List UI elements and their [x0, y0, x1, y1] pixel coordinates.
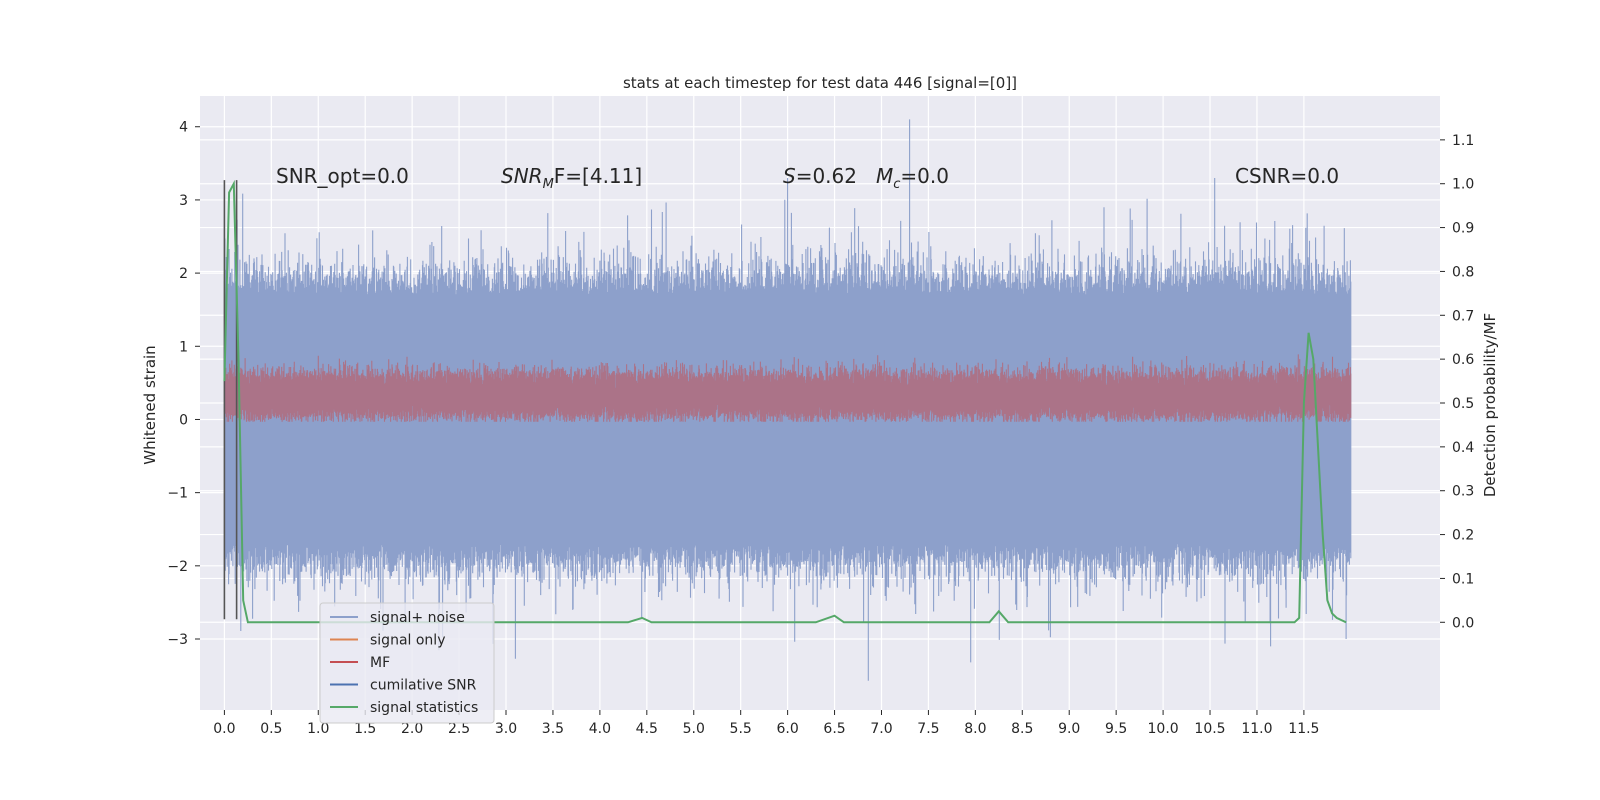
- y-tick-label: 3: [179, 193, 188, 209]
- legend-label: signal only: [370, 633, 445, 649]
- x-tick-label: 1.5: [354, 721, 376, 737]
- y-tick-label: 1: [179, 339, 188, 355]
- x-tick-label: 9.5: [1105, 721, 1127, 737]
- legend-label: MF: [370, 655, 390, 671]
- series-signal-statistics: [223, 179, 1347, 624]
- y-tick-label: 4: [179, 120, 188, 136]
- y-right-tick-label: 0.0: [1452, 615, 1474, 631]
- annotation-mc-subscript: c: [893, 177, 900, 192]
- annotation-snr-mf-value: F=[4.11]: [554, 164, 642, 188]
- y-right-tick-label: 0.1: [1452, 571, 1474, 587]
- x-tick-label: 6.0: [776, 721, 798, 737]
- y-right-tick-label: 1.0: [1452, 177, 1474, 193]
- x-tick-label: 2.5: [448, 721, 470, 737]
- annotation-s-symbol: S: [783, 164, 796, 188]
- y-right-tick-label: 0.4: [1452, 440, 1474, 456]
- x-tick-label: 5.5: [730, 721, 752, 737]
- legend-label: signal statistics: [370, 700, 478, 716]
- legend-label: signal+ noise: [370, 610, 465, 626]
- x-tick-label: 7.5: [917, 721, 939, 737]
- legend: signal+ noise signal only MF cumilative SNR…: [319, 602, 495, 724]
- x-tick-label: 2.0: [401, 721, 423, 737]
- annotation-mc: Mc=0.0: [876, 164, 949, 192]
- y-right-tick-label: 1.1: [1452, 133, 1474, 149]
- x-tick-label: 11.5: [1288, 721, 1319, 737]
- y-right-tick-label: 0.9: [1452, 221, 1474, 237]
- y-right-tick-label: 0.6: [1452, 352, 1474, 368]
- annotation-snr-mf-symbol: SNR: [501, 164, 543, 188]
- chart-title: stats at each timestep for test data 446…: [623, 74, 1017, 92]
- annotation-snr-mf-subscript: M: [543, 177, 554, 192]
- x-tick-label: 10.0: [1148, 721, 1179, 737]
- y-tick-label: −2: [167, 559, 188, 575]
- annotation-mc-value: =0.0: [900, 164, 949, 188]
- x-tick-label: 5.0: [683, 721, 705, 737]
- x-tick-label: 11.0: [1241, 721, 1272, 737]
- y-axis-label: Whitened strain: [141, 345, 159, 464]
- y-tick-label: −3: [167, 632, 188, 648]
- y-tick-label: −1: [167, 486, 188, 502]
- y-right-tick-label: 0.2: [1452, 528, 1474, 544]
- x-tick-label: 3.0: [495, 721, 517, 737]
- y-tick-label: 2: [179, 266, 188, 282]
- y-axis-right-label: Detection probability/MF: [1481, 313, 1499, 497]
- y-right-tick-label: 0.8: [1452, 264, 1474, 280]
- annotation-snr-mf: SNRMF=[4.11]: [501, 164, 642, 192]
- x-tick-label: 8.0: [964, 721, 986, 737]
- x-tick-label: 0.5: [260, 721, 282, 737]
- x-tick-label: 4.0: [589, 721, 611, 737]
- x-tick-label: 8.5: [1011, 721, 1033, 737]
- annotation-csnr: CSNR=0.0: [1235, 164, 1339, 188]
- axes-layer: 0.0 0.5 1.0 1.5 2.0 2.5 3.0 3.5 4.0 4.5 5.0 5.5 6.0 6…: [167, 120, 1474, 737]
- x-tick-label: 4.5: [636, 721, 658, 737]
- x-tick-label: 10.5: [1194, 721, 1225, 737]
- series-layer: [223, 119, 1352, 681]
- x-tick-label: 0.0: [213, 721, 235, 737]
- annotation-s: S=0.62: [783, 164, 857, 188]
- x-tick-label: 7.0: [870, 721, 892, 737]
- x-tick-label: 9.0: [1058, 721, 1080, 737]
- y-tick-label: 0: [179, 412, 188, 428]
- annotations: SNR_opt=0.0 SNRMF=[4.11] S=0.62 Mc=0.0 C…: [276, 164, 1339, 192]
- x-tick-label: 6.5: [823, 721, 845, 737]
- annotation-mc-symbol: M: [876, 164, 893, 188]
- x-tick-label: 1.0: [307, 721, 329, 737]
- y-right-tick-label: 0.5: [1452, 396, 1474, 412]
- annotation-s-value: =0.62: [796, 164, 857, 188]
- legend-label: cumilative SNR: [370, 678, 477, 694]
- y-right-tick-label: 0.7: [1452, 308, 1474, 324]
- annotation-snr-opt: SNR_opt=0.0: [276, 164, 409, 188]
- y-right-tick-label: 0.3: [1452, 484, 1474, 500]
- legend-box: [319, 602, 495, 724]
- x-tick-label: 3.5: [542, 721, 564, 737]
